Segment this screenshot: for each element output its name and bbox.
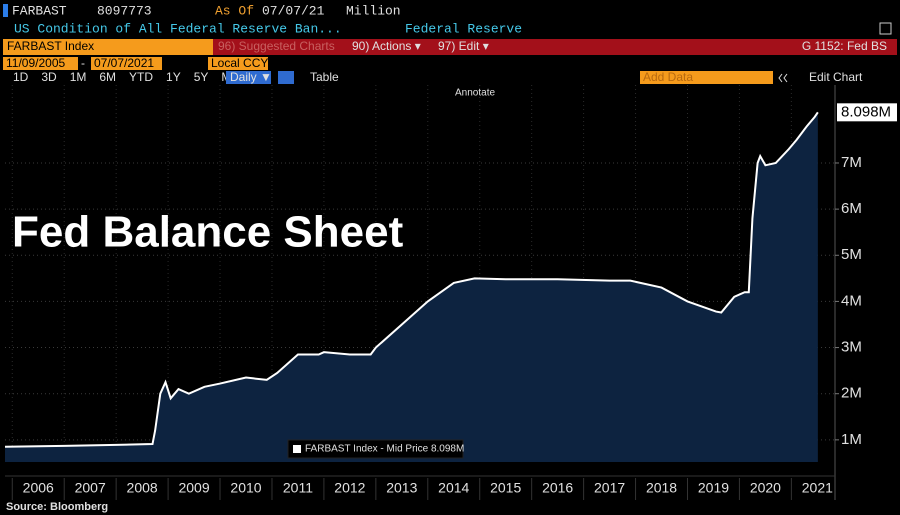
as-of-label: As Of [215,3,254,18]
legend-box [287,439,464,459]
y-tick-label: 3M [841,339,862,356]
source: Federal Reserve [405,21,522,36]
security-box[interactable] [3,39,213,55]
legend-swatch [293,445,301,453]
period-button[interactable]: YTD [129,70,153,84]
end-date[interactable]: 07/07/2021 [94,56,154,70]
edit[interactable]: 97) Edit ▾ [438,39,489,53]
x-tick-label: 2015 [490,480,521,496]
x-tick-label: 2014 [438,480,469,496]
end-date-box[interactable] [91,57,162,70]
chart-title: Fed Balance Sheet [12,208,404,257]
currency-box[interactable] [208,57,268,70]
y-tick-label: 6M [841,200,862,217]
annotate[interactable]: Annotate [455,88,495,99]
plot: 1M 2M 3M 4M 5M 6M 7M 2006 2007 2008 2009 2010 2011 20… [4,85,897,500]
period-button[interactable]: 3D [41,70,57,84]
value: 8097773 [97,3,152,18]
y-tick-label: 4M [841,292,862,309]
suggested-charts[interactable]: 96) Suggested Charts [218,39,335,53]
y-tick-label: 7M [841,154,862,171]
period-button[interactable]: 5Y [194,70,209,84]
x-tick-label: 2021 [802,480,833,496]
x-tick-label: 2009 [178,480,209,496]
actions[interactable]: 90) Actions ▾ [352,39,421,53]
x-tick-label: 2018 [646,480,677,496]
page-code: G 1152: Fed BS [802,39,887,53]
x-tick-label: 2012 [334,480,365,496]
start-date[interactable]: 11/09/2005 [6,56,65,70]
x-tick-label: 2019 [698,480,729,496]
y-tick-label: 2M [841,385,862,402]
add-data[interactable]: Add Data [643,70,693,84]
frequency[interactable]: Daily ▼ [230,70,272,84]
collapse-icon[interactable] [778,73,788,83]
frequency-box[interactable] [226,71,271,84]
x-tick-label: 2008 [127,480,158,496]
period-button[interactable]: 6M [99,70,116,84]
x-tick-label: 2017 [594,480,625,496]
date-separator: - [81,56,85,70]
currency[interactable]: Local CCY [211,56,268,70]
period-button[interactable]: 1M [70,70,87,84]
x-tick-label: 2007 [75,480,106,496]
menu-bar [213,39,897,55]
edit-chart[interactable]: Edit Chart [809,70,863,84]
x-tick-label: 2013 [386,480,417,496]
popout-icon[interactable] [879,22,892,35]
y-tick-label: 5M [841,246,862,263]
x-tick-label: 2020 [750,480,781,496]
as-of-date: 07/07/21 [262,3,325,18]
x-tick-label: 2006 [23,480,54,496]
ticker: FARBAST [12,3,67,18]
last-value-label: 8.098M [841,103,891,120]
units: Million [346,3,401,18]
line [4,111,819,448]
description: US Condition of All Federal Reserve Ban.… [14,21,342,36]
marker [3,4,8,17]
x-tick-label: 2010 [230,480,261,496]
period-button[interactable]: 1D [13,70,29,84]
period-button[interactable]: 1Y [166,70,181,84]
legend-label: FARBAST Index - Mid Price 8.098M [305,444,464,455]
y-tick-label: 1M [841,431,862,448]
last-value-box [837,103,897,122]
add-data-box[interactable] [640,71,773,84]
start-date-box[interactable] [3,57,78,70]
table[interactable]: Table [310,70,339,84]
x-tick-label: 2011 [283,480,313,496]
area [5,112,818,462]
footer-source: Source: Bloomberg [6,501,108,513]
security[interactable]: FARBAST Index [7,39,94,53]
x-tick-label: 2016 [542,480,573,496]
chart-type-icon[interactable] [278,71,294,84]
